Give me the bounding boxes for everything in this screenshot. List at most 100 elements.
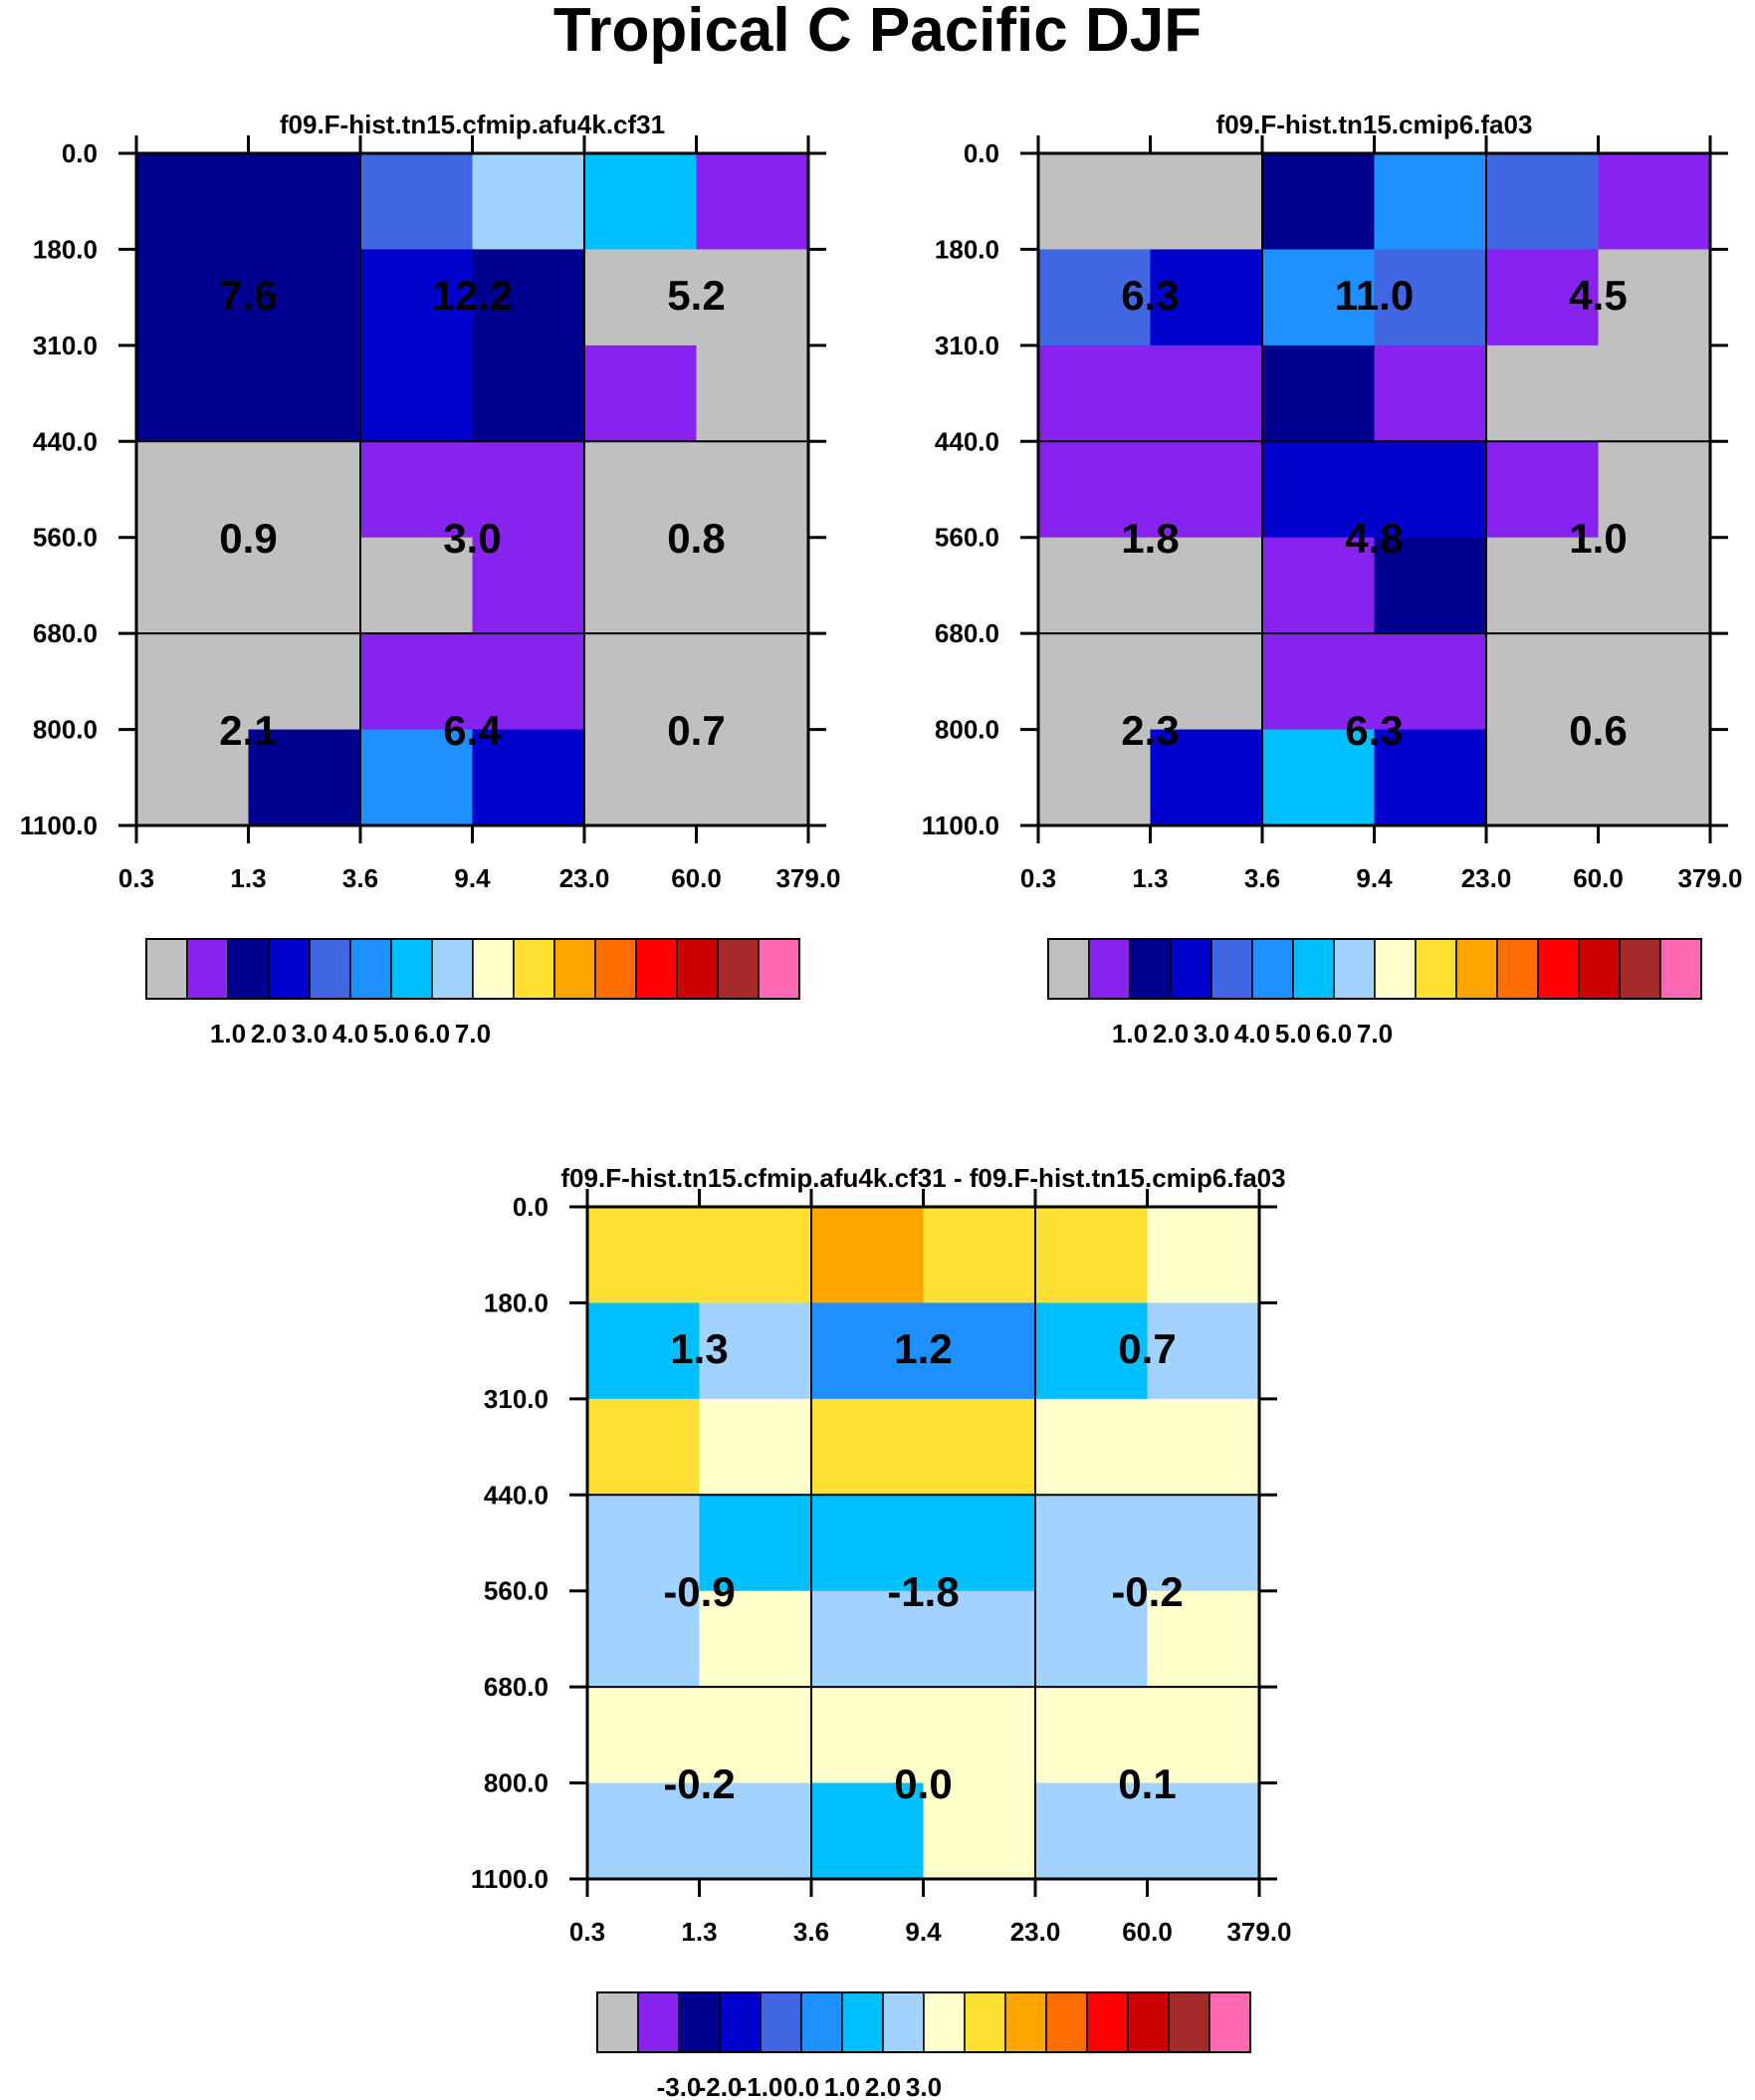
colorbar-swatch: [1292, 938, 1335, 1000]
colorbar-swatch: [637, 1991, 680, 2053]
heatmap-cell: [1262, 441, 1376, 539]
panel-title: f09.F-hist.tn15.cfmip.afu4k.cf31 - f09.F…: [560, 1163, 1285, 1193]
heatmap-cell: [1035, 1687, 1149, 1784]
colorbar-swatch: [1251, 938, 1294, 1000]
heatmap-cell: [1374, 633, 1487, 731]
heatmap-cell: [1374, 249, 1487, 347]
colorbar-swatch: [717, 938, 760, 1000]
heatmap-cell: [1486, 441, 1600, 539]
x-tick-label: 379.0: [1226, 1917, 1291, 1947]
colorbar-swatch: [760, 1991, 802, 2053]
heatmap-cell: [584, 153, 698, 251]
colorbar-swatch: [1086, 1991, 1129, 2053]
colorbar-swatch: [1210, 938, 1253, 1000]
colorbar-swatch: [186, 938, 229, 1000]
heatmap-cell: [1150, 153, 1263, 251]
x-tick-label: 3.6: [342, 863, 378, 893]
heatmap-cell: [811, 1590, 925, 1688]
y-tick-label: 1100.0: [20, 811, 98, 840]
heatmap-cell: [1598, 249, 1711, 347]
colorbar-label: 1.0: [824, 2072, 860, 2100]
heatmap-cell: [360, 249, 474, 347]
box-value-label: -0.2: [1111, 1568, 1183, 1615]
box-value-label: -0.9: [663, 1568, 735, 1615]
colorbar-label: 7.0: [455, 1019, 491, 1049]
heatmap-cell: [584, 249, 698, 347]
heatmap-cell: [248, 345, 361, 442]
heatmap-cell: [1598, 153, 1711, 251]
colorbar-swatch: [1415, 938, 1457, 1000]
heatmap-cell: [923, 1782, 1036, 1880]
x-tick-label: 23.0: [559, 863, 610, 893]
colorbar-swatch: [1537, 938, 1580, 1000]
heatmap-cell: [923, 1398, 1036, 1496]
colorbar-label: 2.0: [865, 2072, 901, 2100]
colorbar-frame: [145, 938, 800, 1000]
heatmap-cell: [587, 1590, 701, 1688]
x-tick-label: 1.3: [1132, 863, 1168, 893]
colorbar-label: 0.0: [783, 2072, 819, 2100]
heatmap-cell: [923, 1207, 1036, 1304]
heatmap-cell: [472, 441, 585, 539]
page-title: Tropical C Pacific DJF: [552, 0, 1203, 65]
heatmap-cell: [1150, 441, 1263, 539]
x-tick-label: 9.4: [1356, 863, 1393, 893]
colorbar-swatch: [719, 1991, 762, 2053]
colorbar-swatch: [964, 1991, 1006, 2053]
heatmap-cell: [248, 249, 361, 347]
panel-3: f09.F-hist.tn15.cfmip.afu4k.cf31 - f09.F…: [471, 1163, 1292, 2100]
box-value-label: 6.3: [1121, 272, 1179, 319]
x-tick-label: 3.6: [1244, 863, 1280, 893]
colorbar-swatch: [1127, 1991, 1170, 2053]
colorbar-swatch: [758, 938, 800, 1000]
colorbar-label: 2.0: [251, 1019, 287, 1049]
heatmap-cell: [472, 153, 585, 251]
heatmap-cell: [696, 537, 809, 634]
y-tick-label: 310.0: [33, 331, 98, 360]
box-value-label: 0.7: [667, 707, 725, 754]
colorbar-label: 1.0: [1112, 1019, 1148, 1049]
colorbar-swatch: [1208, 1991, 1251, 2053]
heatmap-cell: [1598, 537, 1711, 634]
colorbar-swatch: [635, 938, 678, 1000]
y-tick-label: 440.0: [935, 426, 999, 456]
y-tick-label: 560.0: [935, 523, 999, 553]
colorbar-label: 5.0: [373, 1019, 409, 1049]
heatmap-cell: [472, 249, 585, 347]
heatmap-cell: [1035, 1495, 1149, 1592]
colorbar-label: 5.0: [1275, 1019, 1311, 1049]
box-value-label: 0.6: [1569, 707, 1627, 754]
heatmap-cell: [696, 345, 809, 442]
heatmap-cell: [1150, 249, 1263, 347]
colorbar-swatch: [1578, 938, 1621, 1000]
colorbar-swatch: [1088, 938, 1131, 1000]
heatmap-cell: [1038, 441, 1152, 539]
x-tick-label: 23.0: [1010, 1917, 1061, 1947]
heatmap-cell: [923, 1495, 1036, 1592]
heatmap-cell: [696, 633, 809, 731]
colorbar-label: -2.0: [698, 2072, 743, 2100]
colorbar-swatch: [431, 938, 474, 1000]
heatmap-cell: [1486, 249, 1600, 347]
x-tick-label: 60.0: [671, 863, 722, 893]
heatmap-cell: [1486, 345, 1600, 442]
heatmap-cell: [699, 1398, 812, 1496]
heatmap-cell: [1262, 345, 1376, 442]
colorbar-swatch: [1129, 938, 1172, 1000]
colorbar-label: 3.0: [292, 1019, 328, 1049]
heatmap-cell: [587, 1782, 701, 1880]
colorbar-swatch: [1659, 938, 1702, 1000]
heatmap-cell: [360, 729, 474, 826]
heatmap-cell: [587, 1207, 701, 1304]
box-value-label: 11.0: [1335, 272, 1414, 319]
heatmap-cell: [811, 1782, 925, 1880]
x-tick-label: 1.3: [681, 1917, 717, 1947]
y-tick-label: 680.0: [33, 618, 98, 648]
heatmap-cell: [696, 249, 809, 347]
heatmap-cell: [1374, 345, 1487, 442]
heatmap-cell: [1598, 729, 1711, 826]
colorbar-swatch: [1004, 1991, 1047, 2053]
x-tick-label: 3.6: [793, 1917, 829, 1947]
x-tick-label: 60.0: [1573, 863, 1624, 893]
heatmap-cell: [587, 1687, 701, 1784]
